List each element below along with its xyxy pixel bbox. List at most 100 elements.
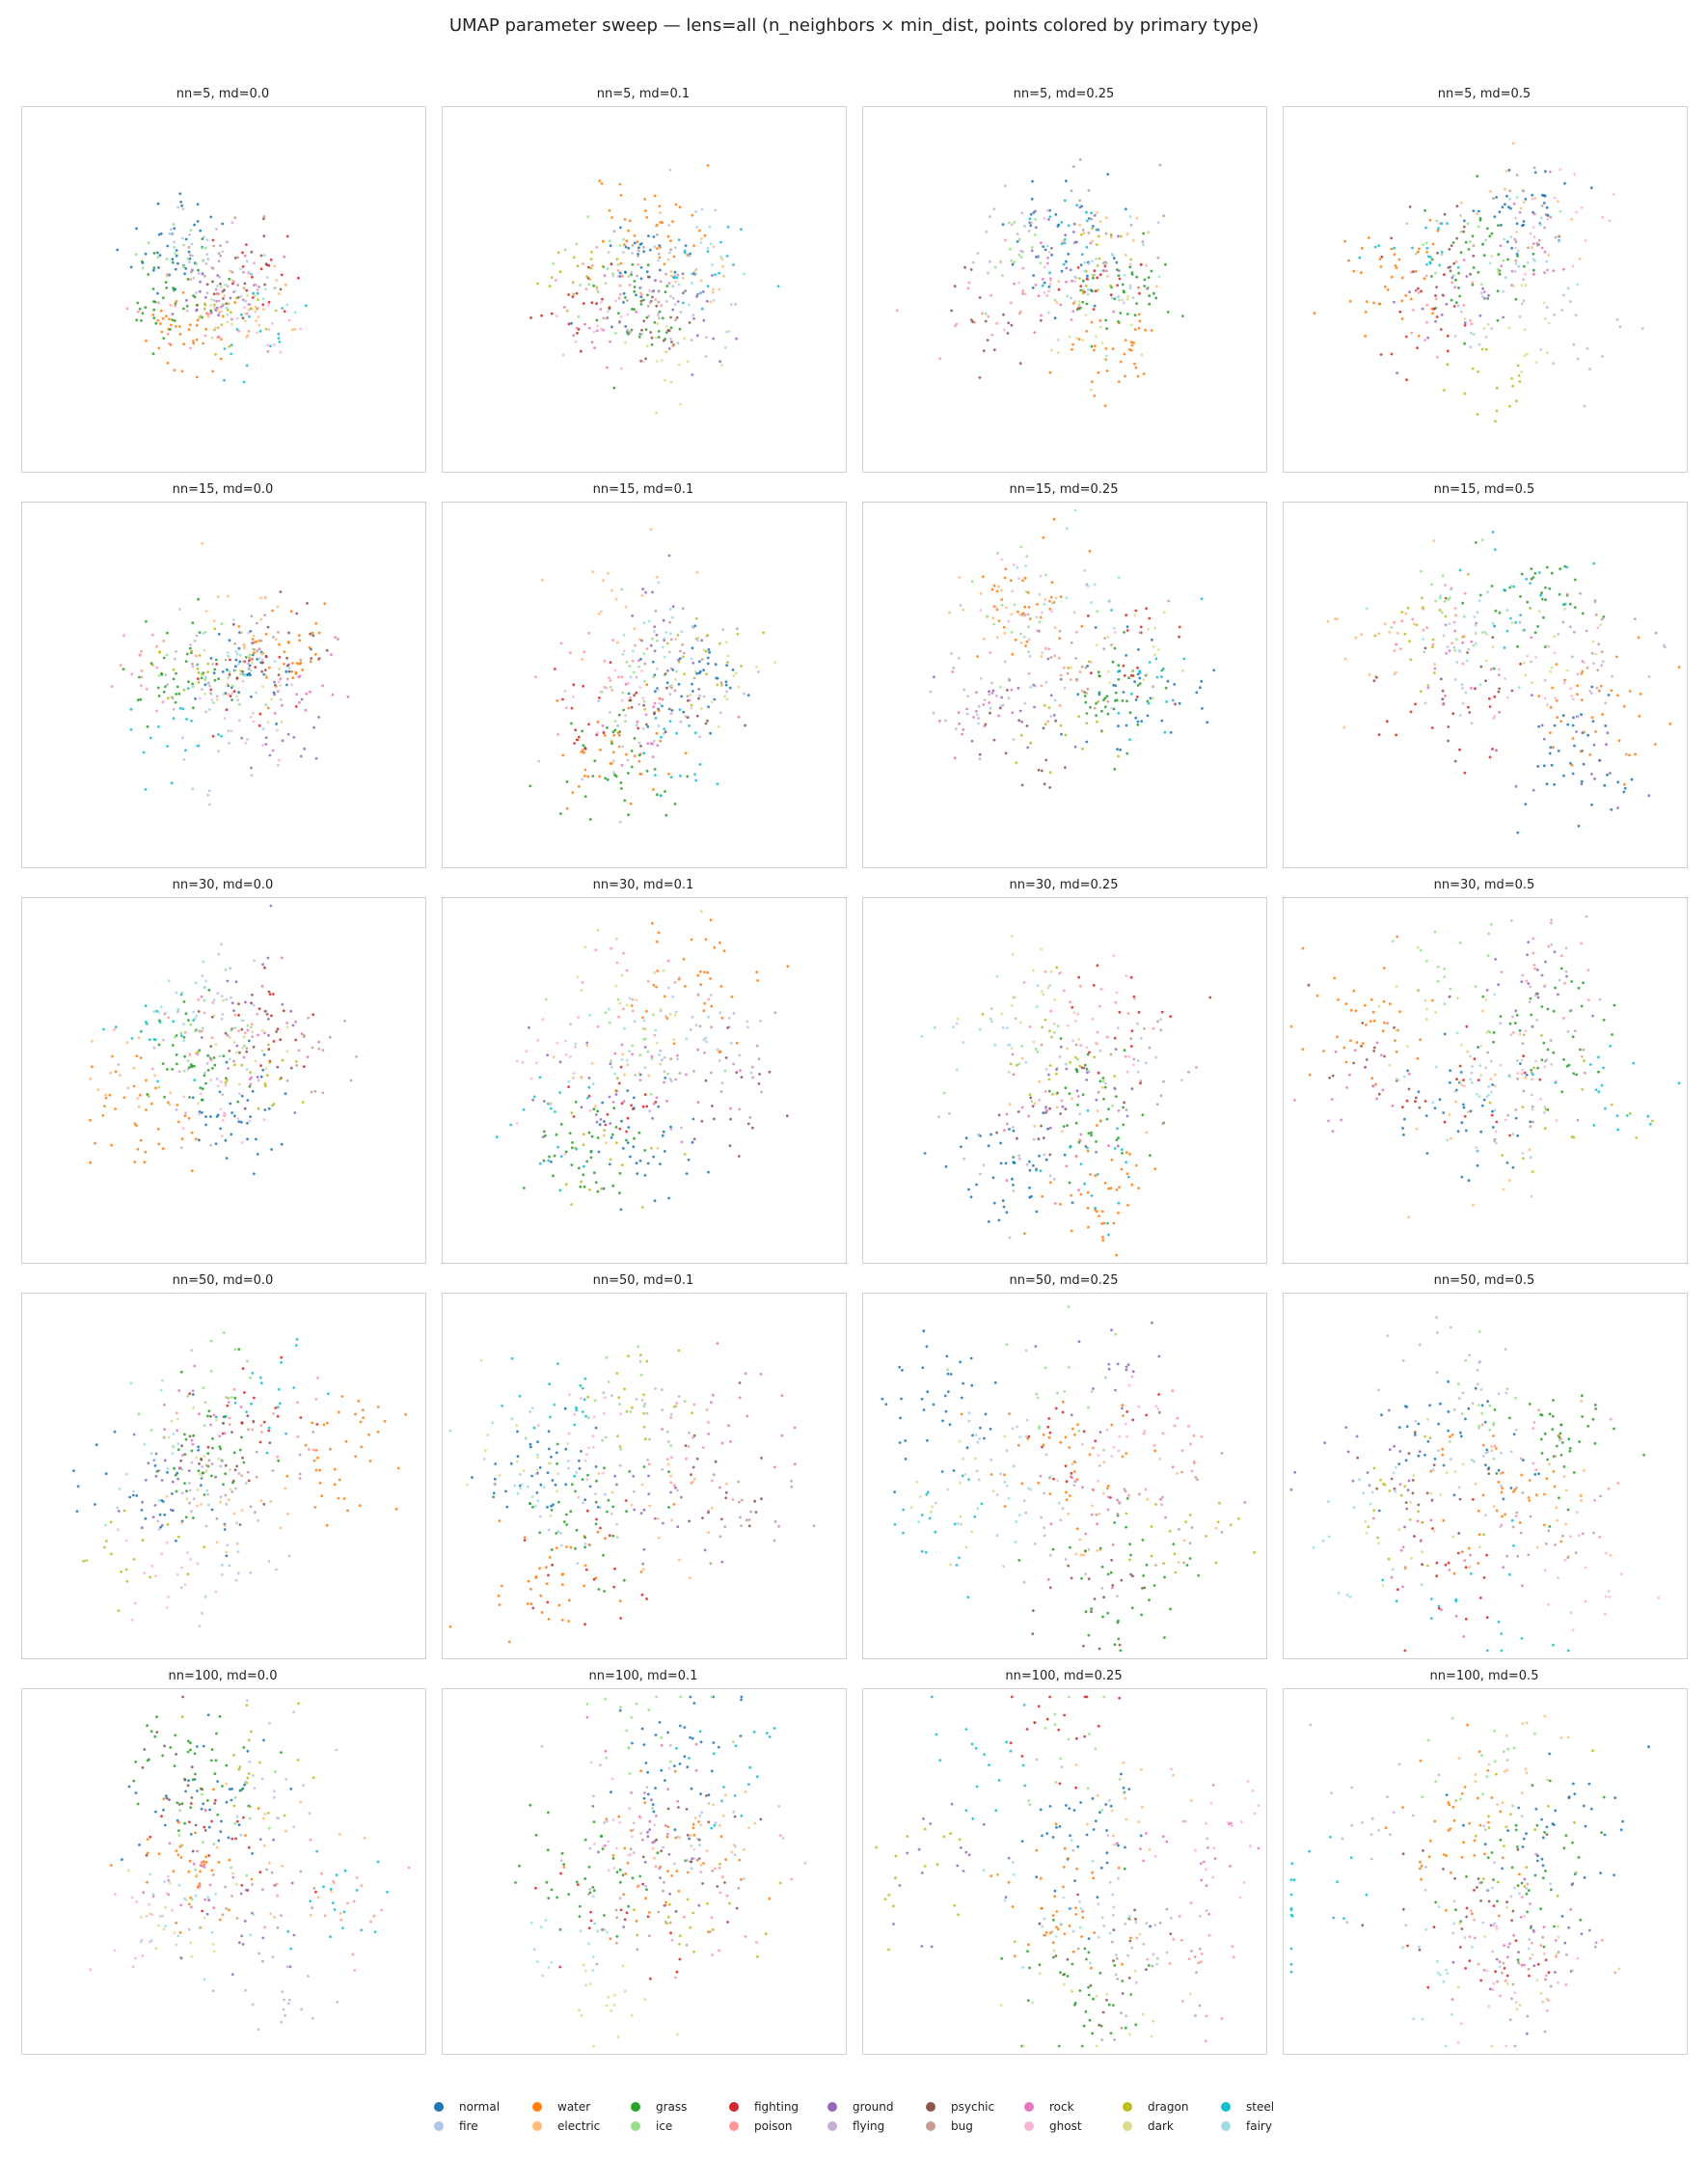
- scatter-point: [1540, 591, 1543, 594]
- scatter-point: [596, 731, 600, 735]
- scatter-point: [245, 1050, 249, 1053]
- scatter-point: [692, 1070, 695, 1073]
- scatter-point: [657, 724, 661, 727]
- scatter-point: [1024, 564, 1027, 567]
- scatter-point: [157, 1085, 161, 1089]
- scatter-point: [614, 1093, 618, 1096]
- scatter-point: [656, 793, 659, 797]
- scatter-point: [192, 1434, 196, 1437]
- scatter-point: [285, 1022, 289, 1024]
- scatter-point: [1601, 660, 1605, 664]
- scatter-point: [228, 344, 231, 348]
- scatter-point: [1148, 294, 1152, 297]
- scatter-point: [1559, 720, 1563, 723]
- scatter-point: [270, 697, 273, 701]
- scatter-point: [1136, 374, 1140, 378]
- scatter-point: [649, 1092, 653, 1096]
- scatter-point: [137, 1412, 141, 1416]
- scatter-point: [1405, 222, 1409, 225]
- scatter-point: [582, 1164, 585, 1168]
- scatter-point: [692, 316, 695, 320]
- scatter-point: [1164, 262, 1167, 266]
- scatter-point: [1053, 298, 1057, 302]
- scatter-point: [1023, 1232, 1026, 1235]
- scatter-point: [179, 1586, 183, 1590]
- scatter-point: [212, 998, 216, 1001]
- scatter-point: [1498, 272, 1502, 276]
- scatter-point: [206, 313, 210, 316]
- scatter-point: [242, 286, 246, 289]
- scatter-point: [1449, 987, 1452, 991]
- scatter-point: [201, 1611, 204, 1615]
- scatter-point: [215, 697, 219, 701]
- scatter-point: [626, 758, 630, 762]
- scatter-point: [1447, 739, 1450, 743]
- scatter-point: [1594, 1088, 1598, 1092]
- scatter-point: [342, 1497, 346, 1500]
- scatter-point: [1417, 287, 1420, 290]
- scatter-point: [1491, 1083, 1494, 1086]
- scatter-point: [720, 364, 723, 367]
- scatter-point: [1109, 1187, 1113, 1189]
- scatter-point: [1148, 302, 1152, 306]
- scatter-point: [214, 658, 218, 662]
- scatter-point: [656, 322, 660, 325]
- scatter-point: [1522, 1089, 1526, 1093]
- scatter-point: [729, 1042, 733, 1045]
- scatter-point: [1070, 666, 1072, 669]
- scatter-point: [221, 1013, 225, 1016]
- scatter-point: [651, 921, 654, 925]
- scatter-point: [686, 716, 690, 719]
- scatter-point: [1542, 202, 1546, 205]
- scatter-point: [283, 650, 286, 653]
- scatter-point: [223, 717, 227, 720]
- scatter-point: [1138, 682, 1142, 685]
- scatter-point: [599, 308, 603, 311]
- scatter-point: [1139, 1037, 1143, 1040]
- scatter-point: [1518, 315, 1522, 318]
- scatter-point: [962, 688, 966, 692]
- scatter-point: [1477, 225, 1480, 229]
- scatter-point: [1085, 245, 1089, 249]
- scatter-point: [1020, 1106, 1024, 1109]
- scatter-point: [1147, 231, 1151, 234]
- scatter-point: [162, 640, 166, 642]
- scatter-point: [630, 765, 634, 769]
- scatter-point: [664, 272, 667, 276]
- scatter-point: [1149, 697, 1152, 700]
- scatter-point: [207, 1409, 211, 1413]
- scatter-point: [637, 753, 641, 757]
- scatter-point: [136, 301, 140, 305]
- scatter-point: [1048, 984, 1051, 987]
- scatter-point: [153, 300, 157, 304]
- scatter-point: [606, 316, 609, 320]
- scatter-point: [538, 1161, 542, 1165]
- scatter-point: [735, 337, 738, 341]
- scatter-point: [1654, 631, 1658, 635]
- scatter-point: [249, 715, 253, 719]
- scatter-point: [1078, 199, 1082, 203]
- scatter-point: [615, 724, 619, 727]
- scatter-point: [970, 739, 974, 743]
- scatter-point: [1337, 998, 1340, 1001]
- scatter-point: [952, 666, 956, 669]
- umap-panel: nn=5, md=0.0: [21, 87, 426, 473]
- scatter-point: [1055, 966, 1059, 970]
- scatter-point: [1434, 294, 1437, 297]
- scatter-point: [541, 1135, 545, 1138]
- scatter-point: [1353, 1049, 1357, 1052]
- scatter-point: [679, 720, 683, 724]
- scatter-point: [164, 685, 167, 689]
- scatter-point: [262, 254, 266, 258]
- scatter-point: [639, 744, 642, 748]
- scatter-point: [1100, 709, 1103, 713]
- scatter-point: [195, 309, 199, 313]
- scatter-plot-area: [1283, 106, 1688, 473]
- scatter-point: [110, 685, 114, 688]
- scatter-point: [1031, 969, 1035, 972]
- scatter-point: [1426, 684, 1430, 687]
- scatter-point: [222, 1054, 226, 1058]
- scatter-point: [663, 1150, 666, 1153]
- scatter-point: [201, 541, 204, 545]
- scatter-point: [1501, 205, 1505, 209]
